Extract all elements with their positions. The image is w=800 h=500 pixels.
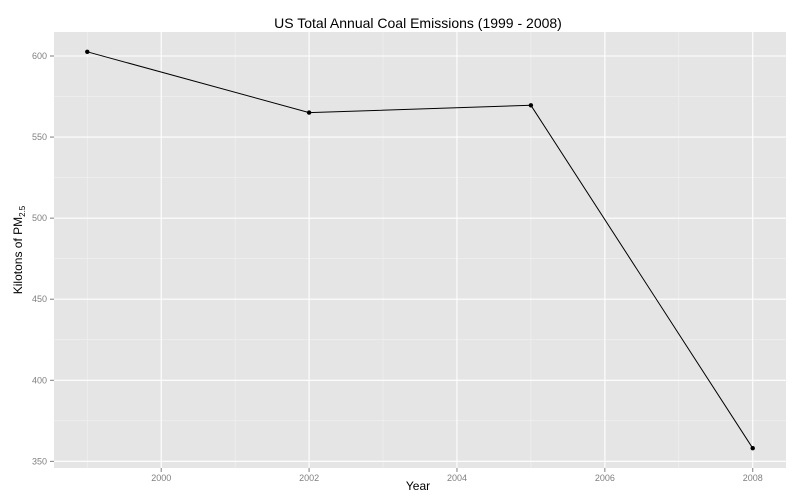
y-tick-label: 350 (32, 456, 47, 466)
axis-ticks (50, 55, 754, 472)
x-tick-label: 2000 (151, 473, 171, 483)
plot-panel (54, 32, 786, 468)
series-line (87, 51, 754, 449)
y-axis-title: Kilotons of PM2.5 (11, 205, 27, 294)
data-point (85, 49, 90, 54)
x-tick-labels: 2000 2002 2004 2006 2008 (151, 473, 763, 483)
y-tick-label: 450 (32, 294, 47, 304)
y-tick-label: 400 (32, 375, 47, 385)
minor-gridlines (54, 32, 786, 468)
x-tick-label: 2006 (595, 473, 615, 483)
x-tick-label: 2002 (299, 473, 319, 483)
y-tick-label: 600 (32, 51, 47, 61)
data-point (306, 110, 312, 115)
chart-title: US Total Annual Coal Emissions (1999 - 2… (274, 15, 562, 31)
x-axis-title: Year (406, 479, 430, 493)
y-tick-label: 500 (32, 213, 47, 223)
major-gridlines (54, 32, 786, 468)
y-axis-title-subscript: 2.5 (18, 205, 27, 217)
y-tick-labels: 350 400 450 500 550 600 (32, 51, 47, 466)
x-tick-label: 2004 (447, 473, 467, 483)
y-tick-label: 550 (32, 132, 47, 142)
data-point (750, 446, 755, 451)
series (85, 49, 755, 451)
y-axis-title-main: Kilotons of PM (11, 217, 25, 294)
data-point (528, 103, 534, 108)
x-tick-label: 2008 (743, 473, 763, 483)
